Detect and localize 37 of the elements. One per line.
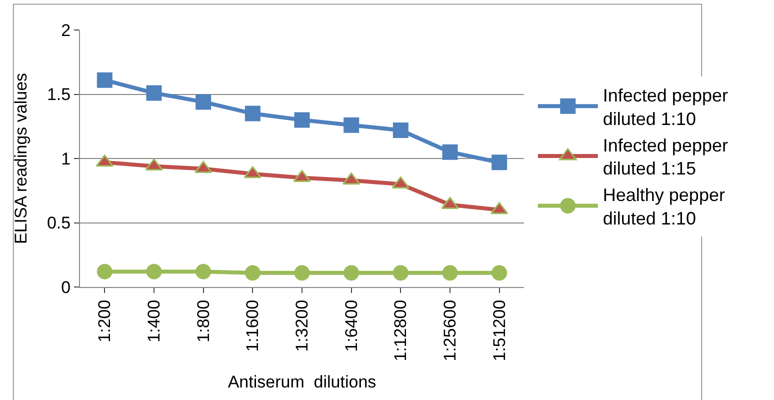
y-axis-title: ELISA readings values [12,72,31,244]
x-tick-label: 1:6400 [342,300,361,352]
point [244,106,260,122]
point [492,265,508,281]
point [146,85,162,101]
x-tick-label: 1:12800 [391,300,410,362]
y-tick-label: 2 [61,20,71,40]
point [392,122,408,138]
x-axis-title: Antiserum dilutions [228,372,376,392]
point [442,144,458,160]
legend-label: Healthy pepper diluted 1:10 [602,185,725,228]
point [344,265,360,281]
y-tick-label: 1.5 [46,85,71,104]
point [344,117,360,133]
point [294,265,310,281]
x-tick-label: 1:400 [144,300,164,342]
x-tick-label: 1:200 [95,300,114,342]
point [442,265,458,281]
y-tick-label: 0 [61,278,71,297]
point [294,112,310,128]
point [492,154,508,170]
x-tick-label: 1:1600 [243,300,262,352]
x-tick-label: 1:800 [194,300,213,342]
x-tick-label: 1:51200 [490,300,509,362]
point [196,94,212,110]
x-tick-label: 1:25600 [440,300,460,362]
point [244,265,260,281]
point [96,72,112,88]
legend-label: Infected pepper diluted 1:10 [602,85,728,129]
point [96,264,112,280]
point [146,264,162,280]
legend-label: Infected pepper diluted 1:15 [602,135,728,179]
point [392,265,408,281]
point [196,264,212,280]
y-tick-label: 1 [61,149,71,168]
y-tick-label: 0.5 [46,214,71,233]
x-tick-label: 1:3200 [292,300,312,352]
